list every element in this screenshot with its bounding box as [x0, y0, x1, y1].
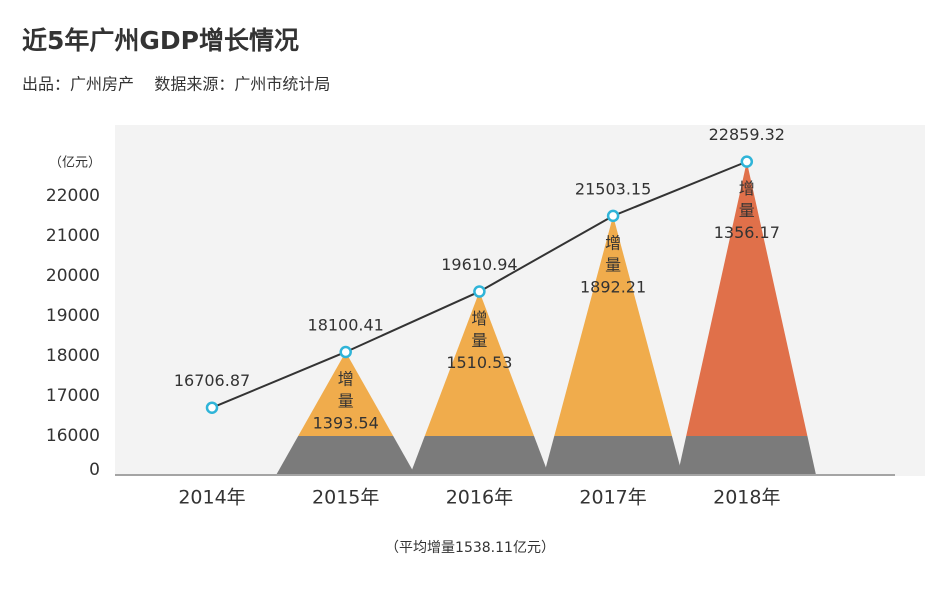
value-label: 21503.15 [575, 179, 651, 198]
value-label: 22859.32 [709, 125, 785, 144]
point [740, 155, 754, 168]
x-tick-label: 2016年 [446, 487, 513, 509]
point [339, 345, 352, 359]
increment-triangle [424, 291, 535, 436]
x-tick-label: 2014年 [178, 487, 245, 509]
increment-triangle [298, 351, 394, 436]
y-tick-label: 19000 [46, 306, 100, 326]
y-tick-label: 20000 [46, 266, 100, 286]
increment-value: 1892.21 [580, 277, 646, 296]
y-tick-label: 0 [89, 460, 100, 480]
x-tick-label: 2017年 [579, 487, 646, 509]
increment-label: 增 [739, 179, 755, 198]
point [606, 209, 620, 223]
x-tick-label: 2015年 [312, 487, 379, 509]
increment-value: 1510.53 [446, 353, 512, 372]
increment-label: 量 [471, 331, 487, 350]
increment-label: 量 [605, 255, 621, 274]
point [205, 401, 219, 414]
x-tick-label: 2018年 [713, 487, 780, 509]
chart-title: 近5年广州GDP增长情况 [22, 26, 299, 55]
y-unit: （亿元） [49, 156, 101, 171]
triangle-base [410, 436, 549, 474]
triangle-base [276, 436, 415, 474]
value-label: 18100.41 [308, 315, 384, 334]
increment-label: 增 [605, 233, 621, 252]
increment-triangle [686, 161, 808, 436]
triangle-base [544, 436, 683, 474]
increment-value: 1393.54 [313, 413, 379, 432]
increment-label: 增 [338, 369, 354, 388]
value-label: 19610.94 [441, 255, 517, 274]
y-tick-label: 17000 [46, 386, 100, 406]
triangle-base [677, 436, 816, 474]
increment-triangle [554, 215, 672, 436]
point [473, 285, 486, 298]
chart-subtitle: 出品：广州房产 数据来源：广州市统计局 [22, 75, 330, 94]
increment-value: 1356.17 [714, 223, 780, 242]
y-tick-label: 16000 [46, 426, 100, 446]
value-label: 16706.87 [174, 371, 250, 390]
annotation: （平均增量1538.11亿元） [385, 540, 555, 556]
y-tick-label: 21000 [46, 226, 100, 246]
y-tick-label: 22000 [46, 186, 100, 206]
increment-label: 增 [471, 309, 487, 328]
y-tick-label: 18000 [46, 346, 100, 366]
increment-label: 量 [739, 201, 755, 220]
increment-label: 量 [338, 391, 354, 410]
